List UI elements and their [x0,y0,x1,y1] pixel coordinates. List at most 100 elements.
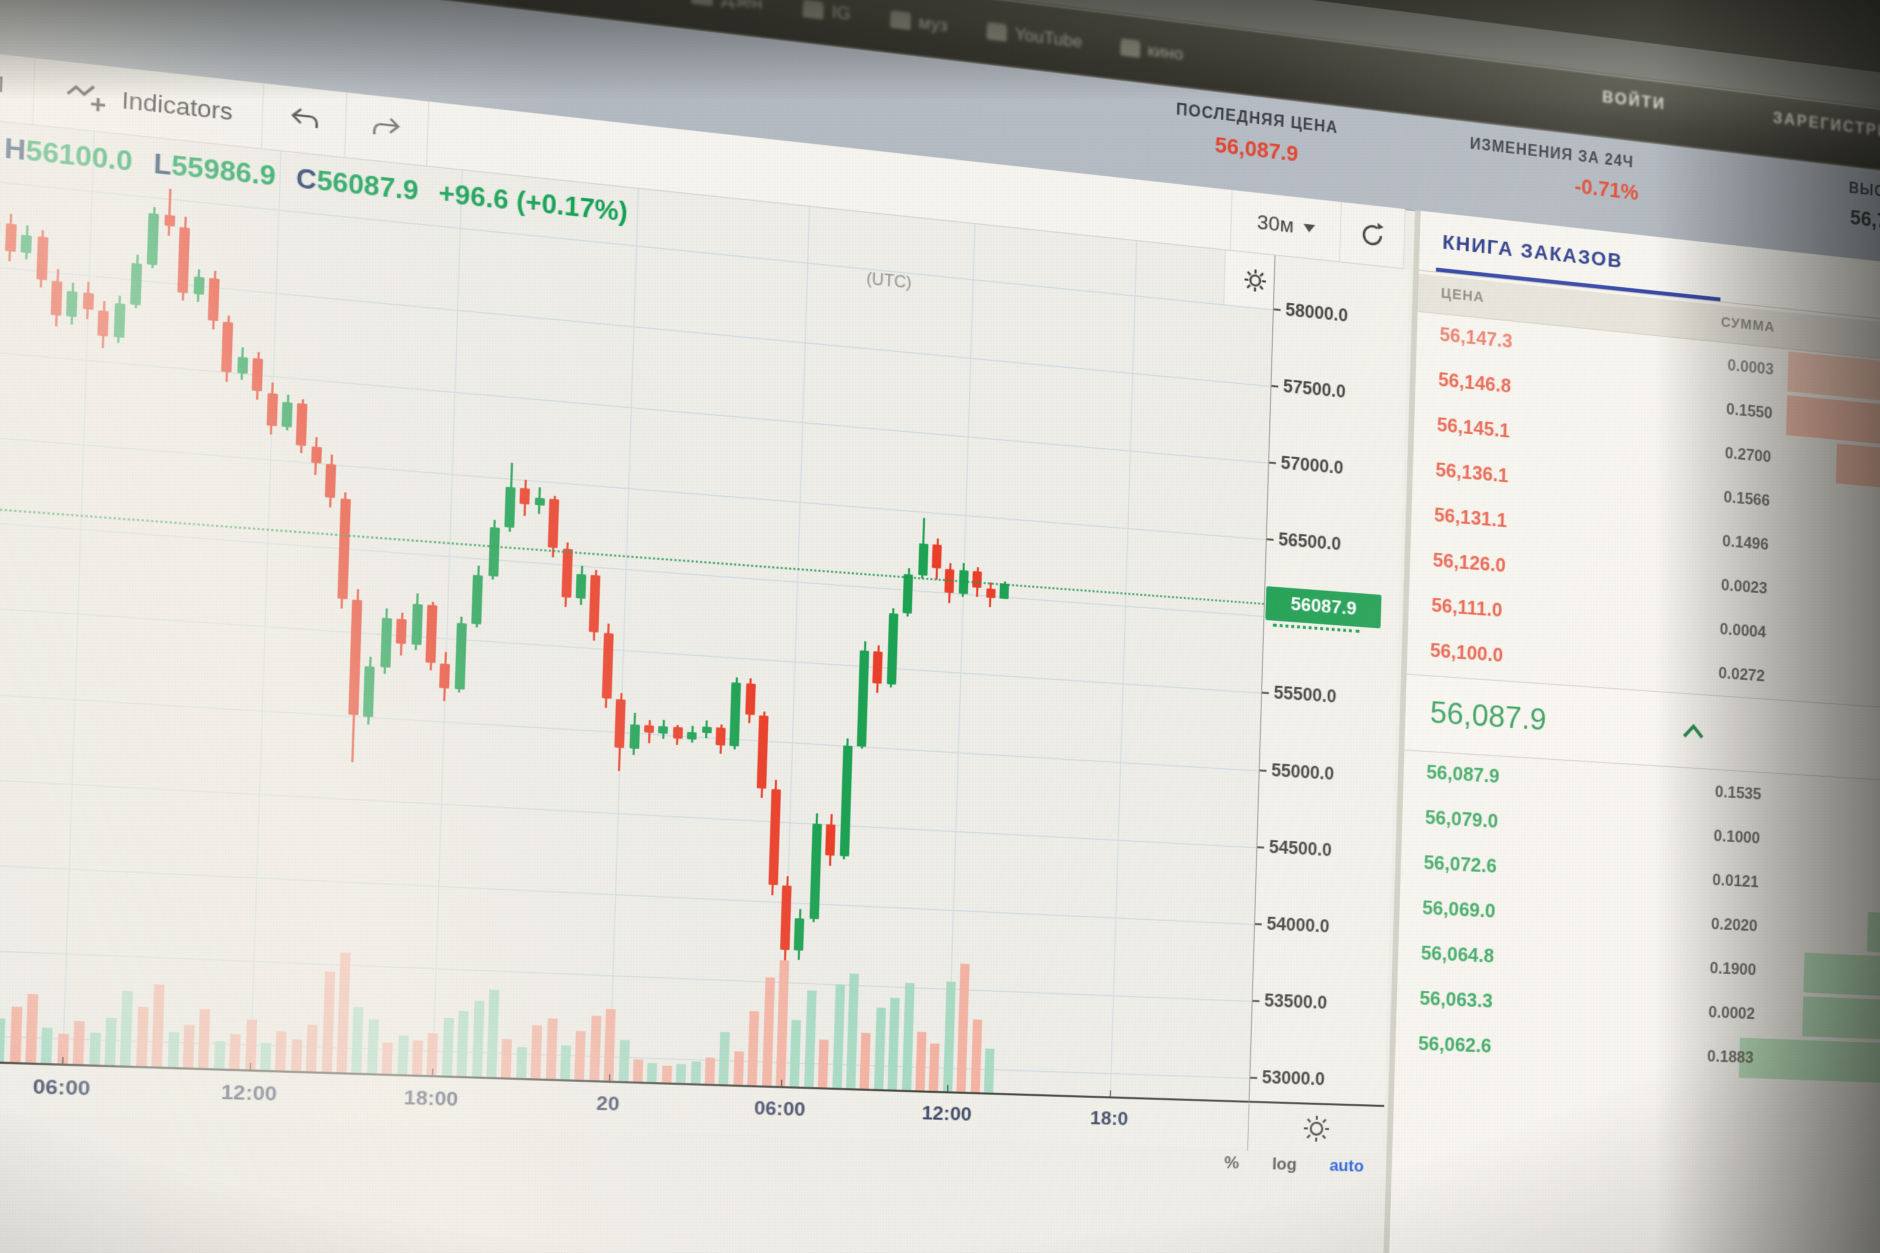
candle-body[interactable] [614,698,626,749]
candle-body[interactable] [856,650,870,747]
candle-body[interactable] [931,544,942,569]
undo-button[interactable] [262,83,348,158]
price-tick-label[interactable]: 57000.0 [1280,452,1344,479]
candle-body[interactable] [471,574,484,625]
candle-body[interactable] [715,727,726,746]
candle-body[interactable] [972,571,983,588]
bookmark-item[interactable]: кино [1119,37,1183,65]
candle-body[interactable] [547,498,560,549]
bookmark-item[interactable]: муз [889,9,948,37]
candle-body[interactable] [825,823,836,857]
candle-body[interactable] [325,464,337,499]
candle-body[interactable] [193,276,205,295]
candle-body[interactable] [794,918,805,951]
price-tick-label[interactable]: 53000.0 [1261,1067,1326,1090]
candle-body[interactable] [701,726,712,734]
candle-body[interactable] [575,573,587,599]
candle-body[interactable] [20,234,33,253]
time-tick-label[interactable]: 06:00 [32,1075,91,1101]
candle-body[interactable] [281,402,293,428]
candle-body[interactable] [177,226,191,294]
candle-body[interactable] [395,618,407,645]
candle-body[interactable] [780,885,792,951]
price-scale[interactable]: 58000.0 57500.0 57000.0 56500.0 55500.0 55000… [1248,255,1410,1105]
percent-scale-button[interactable]: % [1224,1153,1240,1173]
candle-body[interactable] [251,357,264,392]
candle-body[interactable] [917,543,929,576]
candle-body[interactable] [658,725,669,735]
candle-body[interactable] [454,622,467,690]
candle-body[interactable] [644,724,654,734]
price-tick-label[interactable]: 53500.0 [1264,990,1328,1013]
auto-scale-button[interactable]: auto [1329,1155,1365,1176]
candle-body[interactable] [348,599,363,716]
candle-body[interactable] [767,788,781,886]
candle-body[interactable] [207,278,220,321]
candle-body[interactable] [985,587,996,599]
price-tick-label[interactable]: 55000.0 [1271,759,1335,784]
candle-body[interactable] [411,603,423,646]
candle-body[interactable] [886,612,899,685]
interval-dropdown[interactable]: 30м [1229,189,1342,262]
candle-body[interactable] [4,223,17,252]
candle-body[interactable] [147,213,160,266]
candle-body[interactable] [130,262,143,306]
candle-body[interactable] [872,651,884,684]
bookmark-item[interactable]: YouTube [986,21,1082,53]
candle-body[interactable] [902,573,914,615]
price-tick-label[interactable]: 56500.0 [1278,529,1342,555]
candle-body[interactable] [672,726,683,739]
candle-body[interactable] [687,732,697,740]
candle-body[interactable] [113,303,125,338]
candle-body[interactable] [97,310,109,337]
candle-body[interactable] [82,291,94,310]
candle-body[interactable] [336,498,351,599]
candle-body[interactable] [519,487,531,505]
candle-body[interactable] [164,215,176,227]
scale-corner[interactable] [1247,1100,1385,1155]
candle-body[interactable] [534,497,545,507]
candle-body[interactable] [66,290,78,317]
candle-body[interactable] [756,715,769,789]
time-tick-label[interactable]: 12:00 [220,1081,278,1107]
chart-style-button[interactable] [0,48,36,125]
log-scale-button[interactable]: log [1271,1154,1298,1174]
bookmark-item[interactable]: фото [577,0,651,1]
candle-body[interactable] [589,574,601,633]
candle-body[interactable] [221,321,234,373]
time-tick-label[interactable]: 06:00 [753,1097,806,1122]
candle-body[interactable] [425,604,438,663]
last-price-tag[interactable]: 56087.9 [1265,585,1382,633]
time-tick-label[interactable]: 12:00 [921,1102,972,1126]
price-tick-label[interactable]: 54000.0 [1266,913,1330,937]
candle-body[interactable] [296,403,308,446]
candle-body[interactable] [729,681,742,747]
candle-body[interactable] [487,526,500,577]
candle-body[interactable] [504,486,516,529]
time-tick-label[interactable]: 18:00 [403,1087,459,1112]
candle-body[interactable] [266,392,278,427]
candle-body[interactable] [601,632,614,699]
candle-body[interactable] [809,823,822,920]
bookmark-item[interactable]: Дзен [691,0,763,14]
time-tick-label[interactable]: 18:0 [1089,1107,1129,1131]
price-tick-label[interactable]: 55500.0 [1273,682,1337,707]
price-tick-label[interactable]: 57500.0 [1282,376,1347,402]
candlestick-plot[interactable] [0,109,1275,1101]
candle-body[interactable] [439,662,451,689]
bookmark-item[interactable]: IG [802,0,851,25]
price-tick-label[interactable]: 54500.0 [1268,836,1333,860]
candle-body[interactable] [745,682,756,716]
candle-body[interactable] [839,744,853,857]
candle-body[interactable] [561,548,573,598]
candle-body[interactable] [380,617,392,669]
candle-body[interactable] [237,356,248,374]
candle-body[interactable] [363,666,376,717]
candle-body[interactable] [310,446,322,464]
redo-button[interactable] [345,92,430,166]
candle-body[interactable] [50,280,63,316]
refresh-button[interactable] [1340,202,1406,269]
candle-body[interactable] [35,236,49,280]
candle-body[interactable] [629,723,640,749]
